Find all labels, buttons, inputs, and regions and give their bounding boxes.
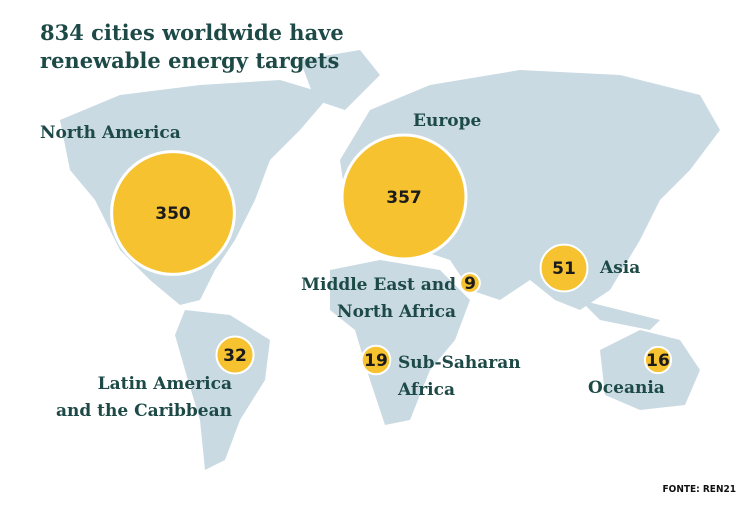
- region-label: Middle East and: [301, 275, 456, 295]
- bubble: [340, 133, 468, 261]
- bubble: [215, 335, 255, 375]
- region-label: and the Caribbean: [56, 401, 232, 421]
- bubble-value: 357: [386, 188, 422, 208]
- region-label: North Africa: [337, 302, 456, 322]
- bubble-value: 51: [552, 259, 576, 279]
- bubble-value: 9: [464, 274, 476, 294]
- bubble: [643, 345, 673, 375]
- bubble: [539, 243, 589, 293]
- title: 834 cities worldwide have: [40, 20, 344, 45]
- bubble: [110, 150, 236, 276]
- bubble: [459, 272, 481, 294]
- islands-land: [580, 300, 660, 330]
- bubble-value: 350: [155, 204, 191, 224]
- region-label: Europe: [413, 111, 481, 131]
- bubble-value: 32: [223, 346, 247, 366]
- bubble-value: 16: [646, 351, 670, 371]
- greenland-land: [300, 50, 380, 110]
- region-label: Latin America: [98, 374, 232, 394]
- bubble-value: 19: [364, 351, 388, 371]
- source: FONTE: REN21: [663, 484, 736, 495]
- region-label: North America: [40, 123, 181, 143]
- bubble: [360, 344, 392, 376]
- region-label: Africa: [397, 380, 455, 400]
- annotations: 834 cities worldwide have renewable energ…: [40, 20, 736, 495]
- region-label: Sub-Saharan: [398, 353, 521, 373]
- region-label: Asia: [599, 258, 640, 278]
- region-label: Oceania: [588, 378, 665, 398]
- title: renewable energy targets: [40, 48, 339, 73]
- africa-land: [330, 260, 470, 425]
